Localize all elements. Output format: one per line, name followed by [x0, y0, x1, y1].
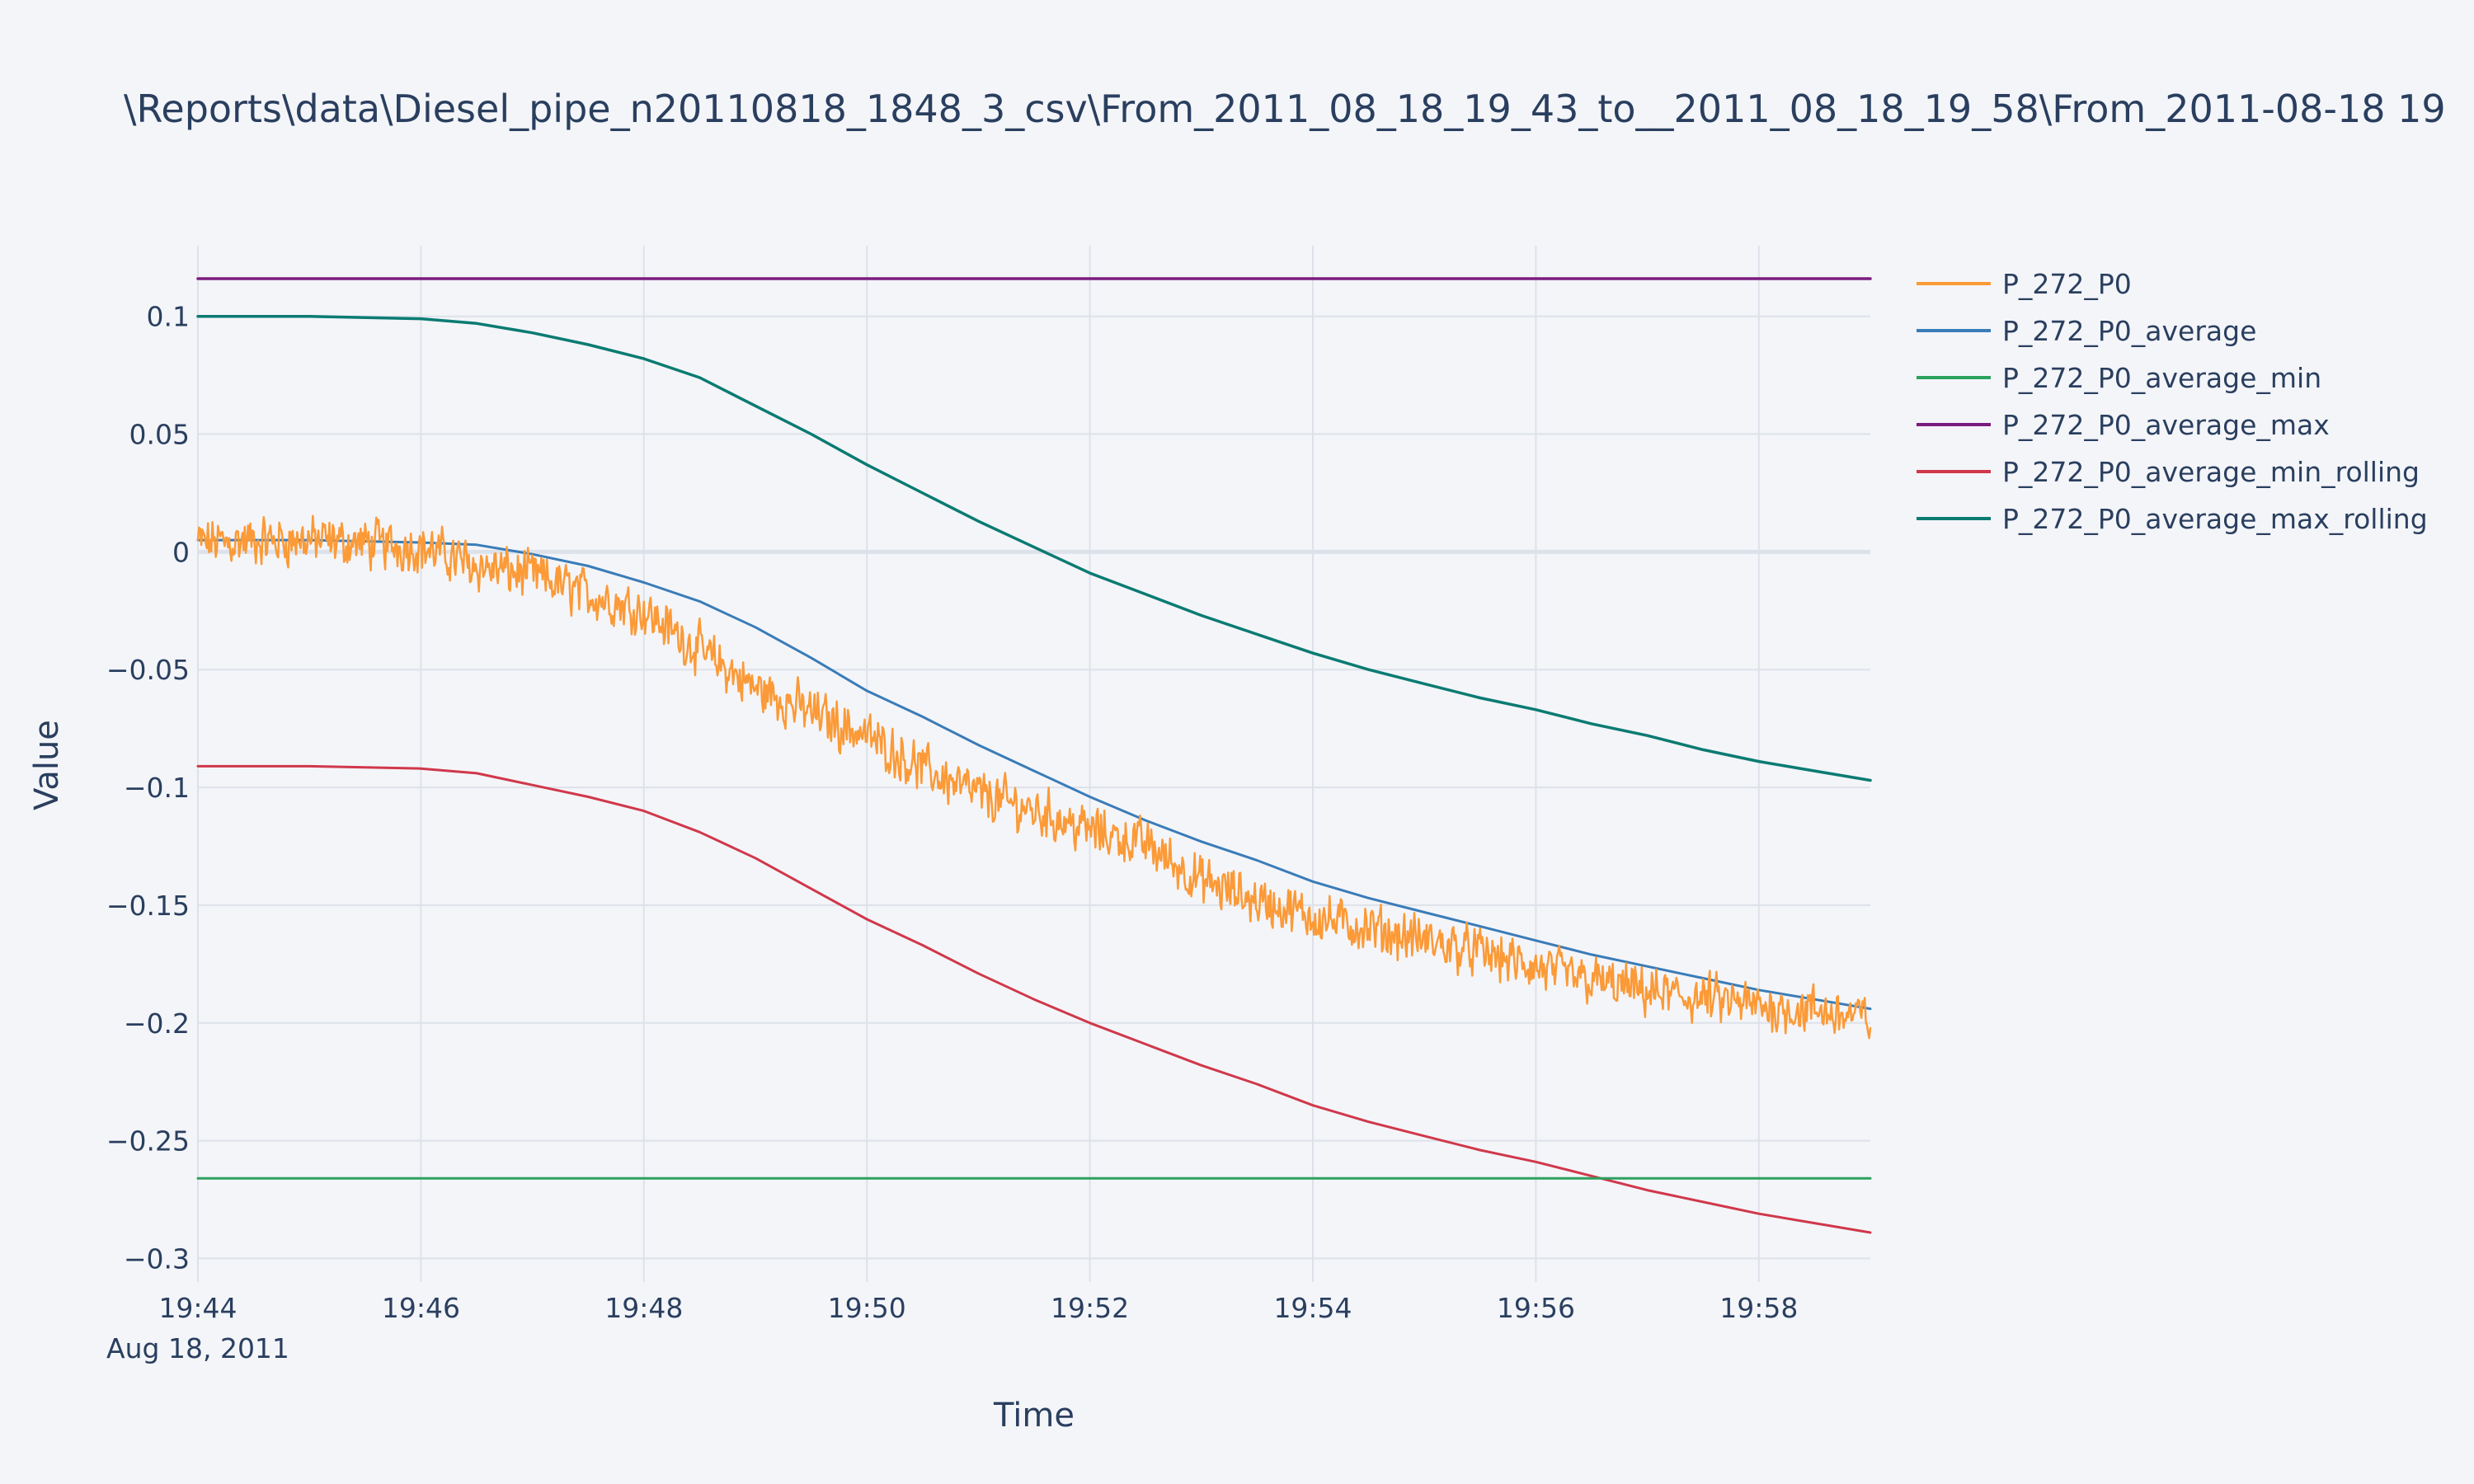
series-line-p-272-p0[interactable] — [196, 514, 1872, 1040]
legend-item[interactable]: P_272_P0_average_min — [1917, 362, 2321, 394]
legend-item[interactable]: P_272_P0 — [1917, 268, 2132, 300]
x-tick-label: 19:58 — [1719, 1292, 1798, 1324]
chart-title: \Reports\data\Diesel_pipe_n20110818_1848… — [124, 87, 2446, 131]
legend[interactable]: P_272_P0 P_272_P0_average P_272_P0_average… — [1917, 268, 2428, 535]
y-axis-title: Value — [28, 720, 66, 810]
y-tick-label: 0 — [172, 536, 190, 568]
grid — [197, 246, 1870, 1282]
y-tick-label: −0.15 — [106, 890, 190, 922]
x-tick-label: 19:52 — [1051, 1292, 1129, 1324]
x-tick-label: 19:46 — [382, 1292, 460, 1324]
x-axis: 19:44 19:46 19:48 19:50 19:52 19:54 19:56 19:58 — [158, 1292, 1798, 1324]
y-tick-label: −0.05 — [106, 654, 190, 686]
legend-item[interactable]: P_272_P0_average_max_rolling — [1917, 503, 2428, 535]
series-line-p-272-p0-average[interactable] — [196, 538, 1872, 1011]
legend-item[interactable]: P_272_P0_average — [1917, 315, 2256, 347]
y-tick-label: −0.3 — [124, 1242, 190, 1275]
x-tick-label: 19:56 — [1497, 1292, 1575, 1324]
x-tick-label: 19:50 — [828, 1292, 906, 1324]
x-tick-label: 19:48 — [604, 1292, 683, 1324]
x-axis-date-label: Aug 18, 2011 — [106, 1332, 289, 1364]
y-axis: 0.1 0.05 0 −0.05 −0.1 −0.15 −0.2 −0.25 −0.3 — [106, 301, 190, 1275]
series-line-p-272-p0-average-max-rolling[interactable] — [196, 314, 1872, 782]
y-tick-label: −0.25 — [106, 1125, 190, 1158]
legend-label: P_272_P0_average_min — [2002, 362, 2321, 394]
legend-label: P_272_P0_average_max — [2002, 409, 2330, 441]
x-tick-label: 19:54 — [1273, 1292, 1352, 1324]
y-tick-label: −0.2 — [124, 1007, 190, 1040]
legend-label: P_272_P0_average — [2002, 315, 2256, 347]
legend-label: P_272_P0 — [2002, 268, 2132, 300]
x-tick-label: 19:44 — [158, 1292, 237, 1324]
y-tick-label: −0.1 — [124, 772, 190, 804]
y-tick-label: 0.05 — [129, 419, 190, 451]
series-line-p-272-p0-average-min-rolling[interactable] — [196, 764, 1872, 1234]
x-axis-title: Time — [993, 1397, 1075, 1435]
legend-item[interactable]: P_272_P0_average_max — [1917, 409, 2330, 441]
legend-item[interactable]: P_272_P0_average_min_rolling — [1917, 456, 2420, 488]
y-tick-label: 0.1 — [147, 301, 190, 333]
legend-label: P_272_P0_average_max_rolling — [2002, 503, 2428, 535]
plot-area[interactable] — [196, 277, 1872, 1234]
legend-label: P_272_P0_average_min_rolling — [2002, 456, 2420, 488]
